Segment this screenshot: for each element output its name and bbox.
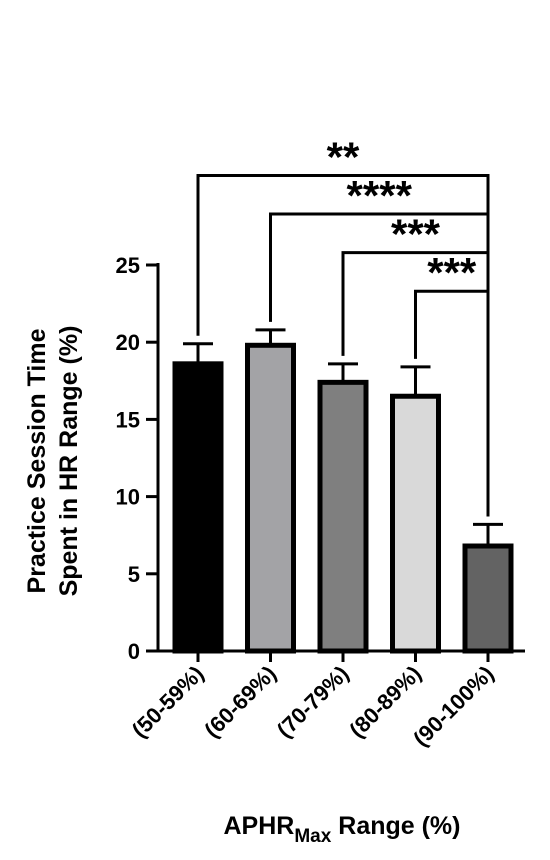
bars — [172, 328, 514, 654]
significance-label: **** — [347, 172, 413, 219]
significance-bracket — [414, 289, 490, 517]
y-axis-title-line2: Spent in HR Range (%) — [55, 326, 83, 597]
significance-label: ** — [327, 133, 360, 180]
y-tick-label: 0 — [128, 639, 140, 664]
bar — [390, 393, 441, 654]
significance-label: *** — [427, 249, 477, 296]
significance-label: *** — [391, 211, 441, 258]
y-axis-title: Practice Session Time — [23, 328, 51, 593]
x-axis-title-subscript: Max — [294, 826, 331, 847]
x-axis-title-tail: Range (%) — [331, 812, 460, 840]
x-tick-label: (50-59%) — [127, 661, 209, 743]
significance-brackets: ************ — [196, 133, 490, 517]
x-axis-title: APHRMax Range (%) — [224, 812, 461, 847]
y-tick-label: 20 — [116, 330, 140, 355]
x-tick-label: (60-69%) — [199, 661, 281, 743]
bar — [317, 379, 369, 654]
y-tick-label: 5 — [128, 562, 140, 587]
x-axis-title-main: APHR — [224, 812, 295, 840]
bar — [245, 342, 296, 654]
bar — [462, 543, 514, 654]
y-tick-label: 15 — [116, 407, 140, 432]
y-tick-label: 25 — [116, 253, 140, 278]
x-tick-label: (70-79%) — [272, 661, 354, 743]
bar — [172, 361, 224, 654]
y-tick-label: 10 — [116, 485, 140, 510]
